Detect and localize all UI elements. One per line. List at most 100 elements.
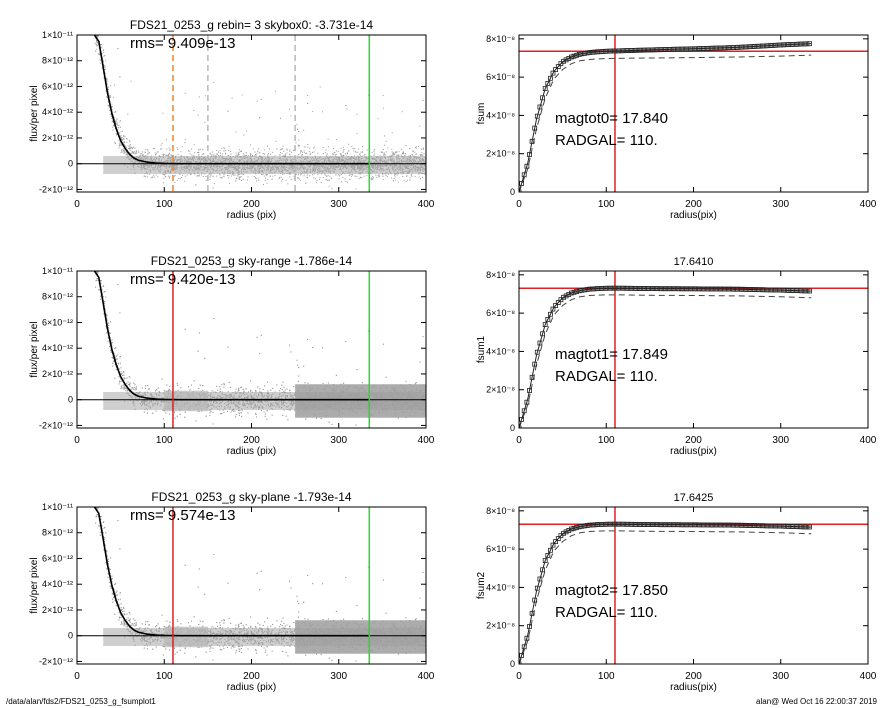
scatter-point	[115, 120, 117, 122]
scatter-point	[99, 59, 101, 61]
growth-curve-point	[532, 125, 538, 131]
scatter-point	[147, 152, 149, 154]
scatter-point	[324, 173, 326, 175]
growth-curve-point	[650, 47, 655, 53]
scatter-point	[356, 113, 358, 115]
scatter-point	[255, 154, 257, 156]
scatter-point	[153, 174, 155, 176]
growth-curve-point	[663, 47, 668, 52]
scatter-point	[121, 139, 123, 141]
scatter-point	[287, 183, 289, 185]
growth-curve-point	[534, 113, 540, 119]
scatter-point	[138, 152, 140, 153]
scatter-point	[395, 179, 397, 181]
growth-curve-markers	[519, 41, 812, 192]
scatter-point	[104, 55, 106, 56]
scatter-point	[400, 154, 402, 156]
scatter-point	[313, 177, 315, 179]
scatter-point	[352, 148, 354, 150]
scatter-point	[127, 145, 129, 147]
scatter-point	[271, 178, 273, 180]
scatter-point	[297, 174, 299, 176]
scatter-point	[129, 152, 131, 154]
scatter-point	[414, 147, 416, 149]
scatter-point	[104, 66, 106, 68]
growth-curve-point	[723, 45, 729, 51]
y-tick-label: 8×10⁻⁸	[486, 34, 515, 44]
scatter-point	[360, 151, 362, 153]
growth-curve-point	[545, 81, 551, 86]
scatter-point	[111, 109, 113, 111]
scatter-point	[174, 181, 176, 183]
scatter-point	[295, 173, 297, 175]
scatter-point	[313, 173, 315, 175]
scatter-point	[213, 153, 215, 155]
scatter-point	[356, 133, 358, 135]
scatter-point	[359, 155, 361, 157]
scatter-point	[111, 103, 113, 105]
scatter-point	[121, 149, 123, 151]
growth-curve-point	[781, 42, 786, 48]
scatter-point	[199, 148, 201, 150]
scatter-point	[416, 153, 418, 155]
scatter-point	[101, 53, 103, 55]
scatter-point	[121, 137, 123, 139]
scatter-point	[223, 147, 225, 149]
scatter-point	[174, 175, 176, 177]
growth-curve-point	[600, 49, 606, 54]
scatter-point	[233, 174, 235, 176]
growth-curve-point	[529, 138, 535, 144]
scatter-point	[391, 151, 393, 153]
scatter-point	[150, 177, 152, 179]
growth-curve-point	[804, 41, 810, 47]
scatter-point	[329, 176, 331, 178]
scatter-point	[347, 181, 349, 183]
y-tick-label: 6×10⁻⁸	[486, 72, 515, 82]
scatter-point	[268, 148, 270, 150]
scatter-point	[123, 148, 125, 150]
scatter-point	[351, 175, 352, 177]
scatter-point	[338, 178, 340, 180]
scatter-point	[264, 153, 266, 155]
scatter-point	[100, 44, 102, 45]
scatter-point	[162, 112, 164, 114]
scatter-point	[195, 184, 197, 186]
scatter-point	[205, 179, 207, 181]
scatter-point	[219, 174, 221, 176]
x-tick-label: 100	[156, 199, 173, 210]
scatter-point	[201, 174, 202, 176]
scatter-point	[119, 145, 121, 147]
scatter-point	[282, 178, 284, 180]
scatter-point	[338, 174, 340, 176]
scatter-point	[274, 174, 276, 176]
scatter-point	[131, 146, 133, 148]
scatter-point	[259, 117, 261, 119]
scatter-point	[247, 179, 249, 181]
scatter-point	[118, 143, 120, 145]
scatter-point	[101, 67, 103, 69]
scatter-point	[145, 149, 147, 151]
scatter-point	[168, 154, 169, 156]
scatter-point	[109, 95, 111, 96]
growth-curve-point	[671, 46, 676, 52]
scatter-point	[174, 175, 176, 176]
growth-curve-point	[537, 104, 543, 110]
scatter-point	[415, 146, 417, 148]
scatter-point	[223, 150, 225, 152]
scatter-point	[279, 149, 281, 151]
scatter-point	[297, 144, 299, 146]
scatter-point	[343, 150, 344, 152]
scatter-point	[312, 151, 313, 153]
scatter-point	[283, 150, 285, 152]
scatter-point	[303, 151, 305, 153]
scatter-point	[114, 128, 116, 130]
growth-curve-point	[762, 43, 768, 49]
scatter-point	[97, 43, 99, 45]
scatter-point	[147, 150, 149, 152]
scatter-point	[238, 178, 240, 180]
scatter-point	[261, 173, 262, 175]
x-tick-label: 400	[418, 199, 435, 210]
scatter-point	[168, 152, 170, 154]
scatter-point	[123, 149, 125, 151]
scatter-point	[325, 179, 327, 181]
